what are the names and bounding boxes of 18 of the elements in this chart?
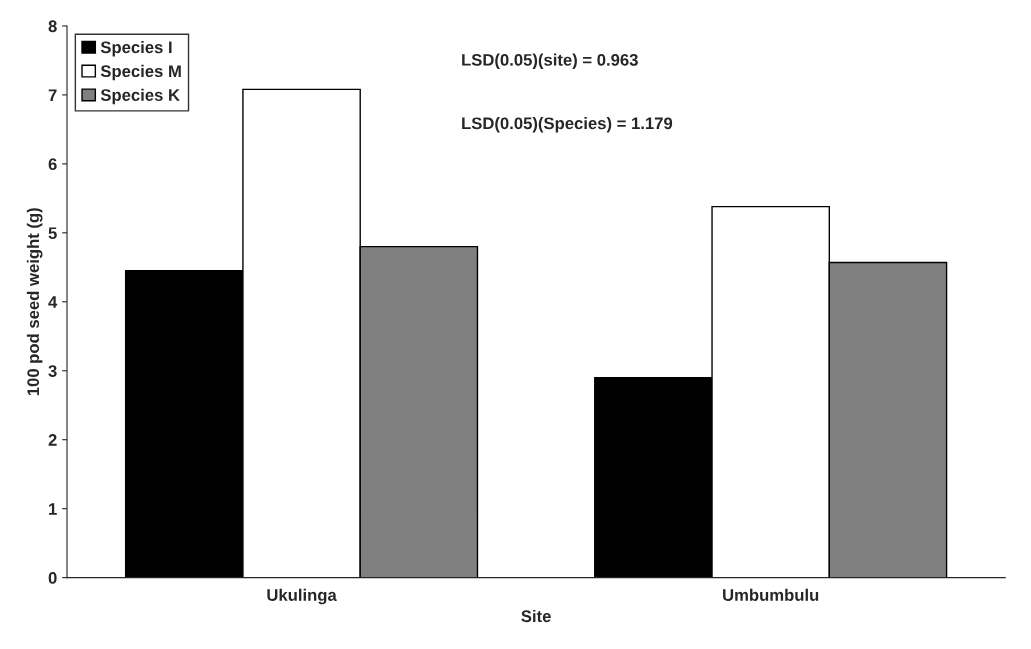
y-tick-label: 8 (48, 20, 57, 33)
y-tick-label: 2 (48, 434, 57, 446)
legend-label: Species I (100, 40, 172, 57)
y-tick-label: 7 (48, 89, 57, 101)
y-axis-title: 100 pod seed weight (g) (26, 208, 43, 396)
x-tick-label: Ukulinga (267, 588, 337, 605)
y-tick-label: 0 (48, 572, 57, 584)
legend-label: Species K (100, 88, 180, 105)
annotation: LSD(0.05)(site) = 0.963 (462, 53, 638, 70)
y-tick-label: 3 (48, 365, 57, 377)
x-axis-title: Site (521, 609, 551, 623)
y-tick-label: 6 (48, 158, 57, 171)
y-tick-label: 5 (48, 227, 57, 240)
legend-label: Species M (100, 64, 181, 81)
y-tick-label: 1 (49, 503, 57, 515)
annotation: LSD(0.05)(Species) = 1.179 (462, 116, 673, 133)
x-tick-label: Umbumbulu (723, 588, 819, 601)
y-tick-label: 4 (48, 296, 58, 308)
